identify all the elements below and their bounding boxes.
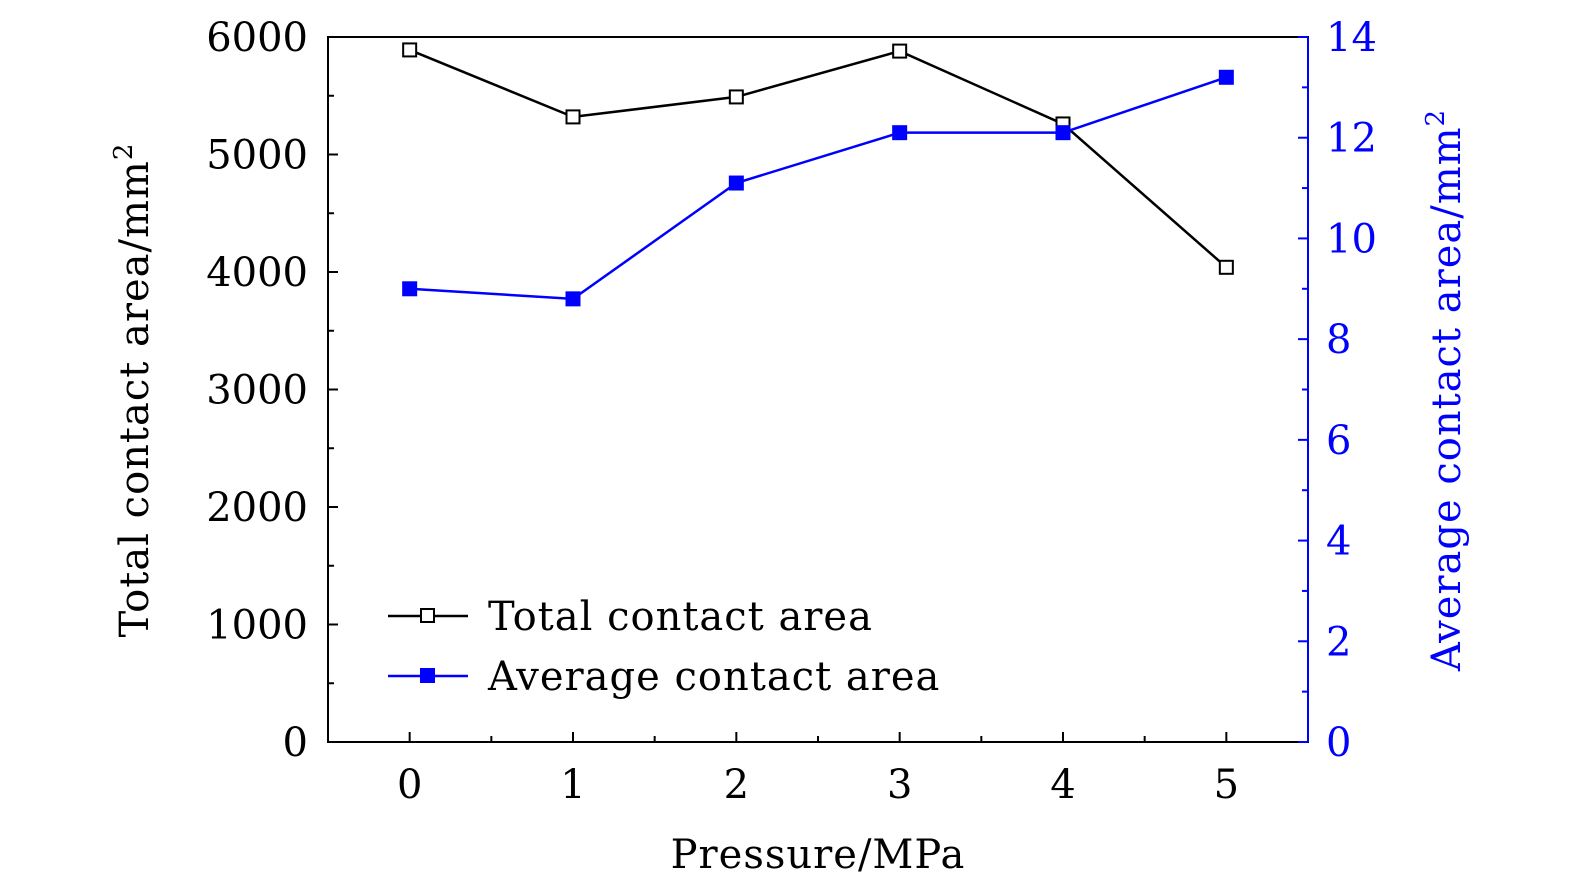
x-tick-label: 3: [887, 762, 912, 808]
x-tick-label: 2: [724, 762, 749, 808]
total-contact-area-point: [728, 89, 744, 105]
y-left-tick-label: 1000: [206, 603, 308, 649]
average-contact-area-point: [1218, 69, 1234, 85]
right-axis-title-main: Average contact area/mm: [1424, 126, 1470, 672]
y-right-tick-label: 12: [1326, 116, 1377, 162]
average-contact-area-line: [409, 76, 1227, 301]
total-contact-area-point: [565, 109, 581, 125]
left-axis-title: Total contact area/mm2: [109, 143, 158, 638]
y-left-tick-label: 2000: [206, 485, 308, 531]
average-contact-area-point: [1055, 125, 1071, 141]
legend-label-total: Total contact area: [488, 594, 873, 640]
y-right-tick-label: 8: [1326, 317, 1351, 363]
legend-marker-average: [420, 668, 435, 683]
svg-text:Average contact area/mm2: Average contact area/mm2: [1421, 109, 1470, 672]
svg-text:Total contact area/mm2: Total contact area/mm2: [109, 143, 158, 638]
left-axis-title-sup: 2: [109, 143, 139, 161]
y-right-tick-label: 14: [1326, 15, 1377, 61]
y-right-tick-label: 4: [1326, 519, 1351, 565]
left-axis-title-main: Total contact area/mm: [112, 160, 158, 637]
total-contact-area-point: [402, 42, 418, 58]
total-contact-area-point: [1218, 259, 1234, 275]
y-right-tick-label: 6: [1326, 418, 1351, 464]
x-axis-title: Pressure/MPa: [671, 832, 966, 878]
average-contact-area-point: [565, 291, 581, 307]
series-layer: [402, 42, 1234, 307]
legend-marker-total: [420, 608, 435, 623]
x-tick-label: 5: [1214, 762, 1239, 808]
x-tick-label: 4: [1050, 762, 1075, 808]
legend: Total contact area Average contact area: [388, 594, 940, 700]
right-axis-title-sup: 2: [1421, 109, 1451, 127]
y-right-tick-label: 10: [1326, 216, 1377, 262]
y-left-tick-label: 5000: [206, 133, 308, 179]
y-left-tick-label: 0: [283, 720, 308, 766]
total-contact-area-point: [892, 43, 908, 59]
legend-label-average: Average contact area: [487, 654, 940, 700]
average-contact-area-point: [728, 175, 744, 191]
y-left-tick-label: 6000: [206, 15, 308, 61]
axes-layer: 0 1 2 3 4 50100020003000400050006000024681012…: [206, 15, 1377, 808]
y-right-tick-label: 0: [1326, 720, 1351, 766]
average-contact-area-point: [402, 281, 418, 297]
x-tick-label: 1: [560, 762, 585, 808]
right-axis-title: Average contact area/mm2: [1421, 109, 1470, 672]
y-left-tick-label: 4000: [206, 250, 308, 296]
x-tick-label: 0: [397, 762, 422, 808]
average-contact-area-point: [892, 125, 908, 141]
y-right-tick-label: 2: [1326, 619, 1351, 665]
y-left-tick-label: 3000: [206, 368, 308, 414]
total-contact-area-line: [409, 48, 1228, 269]
